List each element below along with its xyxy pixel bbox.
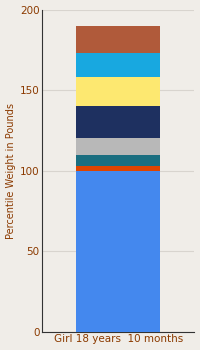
Bar bbox=[76, 166, 160, 170]
Y-axis label: Percentile Weight in Pounds: Percentile Weight in Pounds bbox=[6, 103, 16, 239]
Bar bbox=[76, 106, 160, 138]
Bar bbox=[76, 53, 160, 77]
Bar bbox=[76, 154, 160, 166]
Bar bbox=[76, 170, 160, 332]
Bar bbox=[76, 77, 160, 106]
Bar bbox=[76, 138, 160, 154]
Bar bbox=[76, 26, 160, 53]
